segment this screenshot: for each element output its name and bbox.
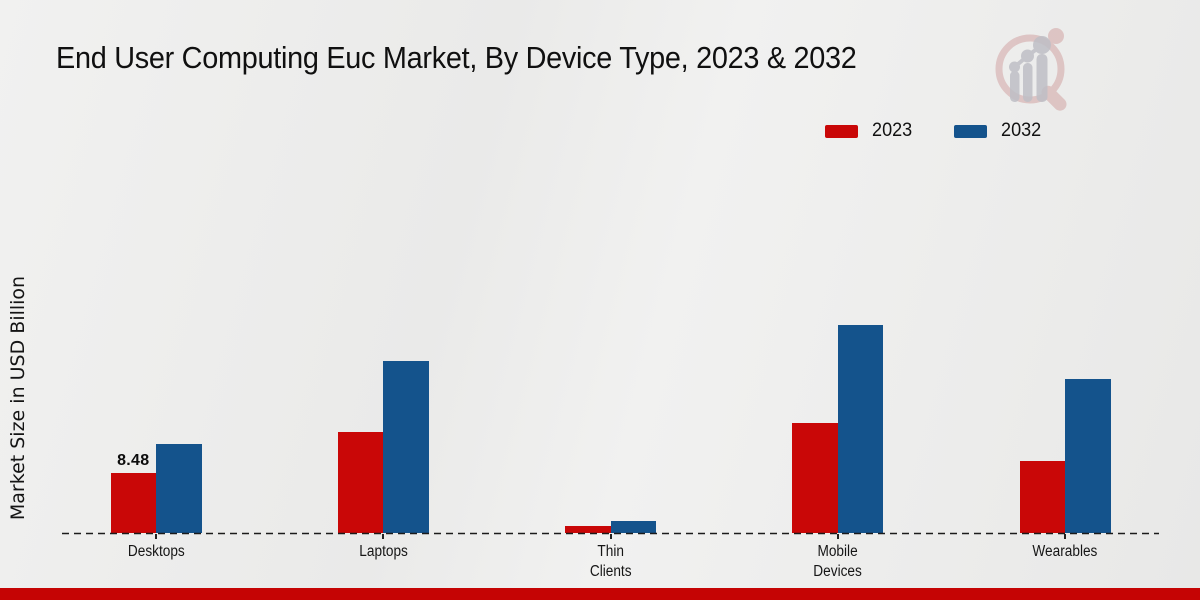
bar-2032-thin-clients [610, 521, 656, 533]
bar-2032-wearables [1065, 379, 1111, 533]
bar-2032-desktops [156, 444, 202, 533]
x-axis-tick-desktops [155, 534, 157, 539]
x-tick-label-wearables: Wearables [1032, 543, 1098, 560]
x-tick-label-thin-clients: Thin Clients [589, 543, 632, 580]
chart-title: End User Computing Euc Market, By Device… [56, 40, 857, 75]
bar-2032-mobile-devices [837, 325, 884, 533]
bar-2032-laptops [383, 361, 429, 533]
x-axis-tick-wearables [1064, 534, 1066, 539]
legend-label-2032: 2032 [1000, 120, 1041, 141]
bar-2023-laptops [337, 432, 384, 533]
bar-2023-mobile-devices [792, 423, 838, 533]
x-tick-label-desktops: Desktops [127, 543, 185, 560]
x-axis-tick-thin-clients [609, 534, 612, 539]
bar-2023-wearables [1019, 461, 1065, 533]
bar-2023-desktops [110, 473, 156, 533]
x-tick-label-laptops: Laptops [358, 543, 408, 560]
legend-item-2023: 2023 [825, 120, 913, 142]
x-axis-tick-laptops [382, 534, 385, 539]
legend-label-2023: 2023 [872, 120, 913, 141]
legend-swatch-2032 [953, 124, 987, 138]
legend-item-2032: 2032 [953, 120, 1042, 142]
data-label-2023-desktops: 8.48 [117, 452, 150, 469]
footer-accent-strip [0, 588, 1200, 600]
chart-legend: 2023 2032 [825, 120, 1042, 142]
x-tick-label-mobile-devices: Mobile Devices [813, 543, 863, 580]
x-axis-tick-mobile-devices [836, 534, 839, 539]
bar-2023-thin-clients [565, 526, 611, 533]
magnifier-bar-chart-logo-icon [995, 28, 1067, 111]
legend-swatch-2023 [825, 124, 859, 138]
